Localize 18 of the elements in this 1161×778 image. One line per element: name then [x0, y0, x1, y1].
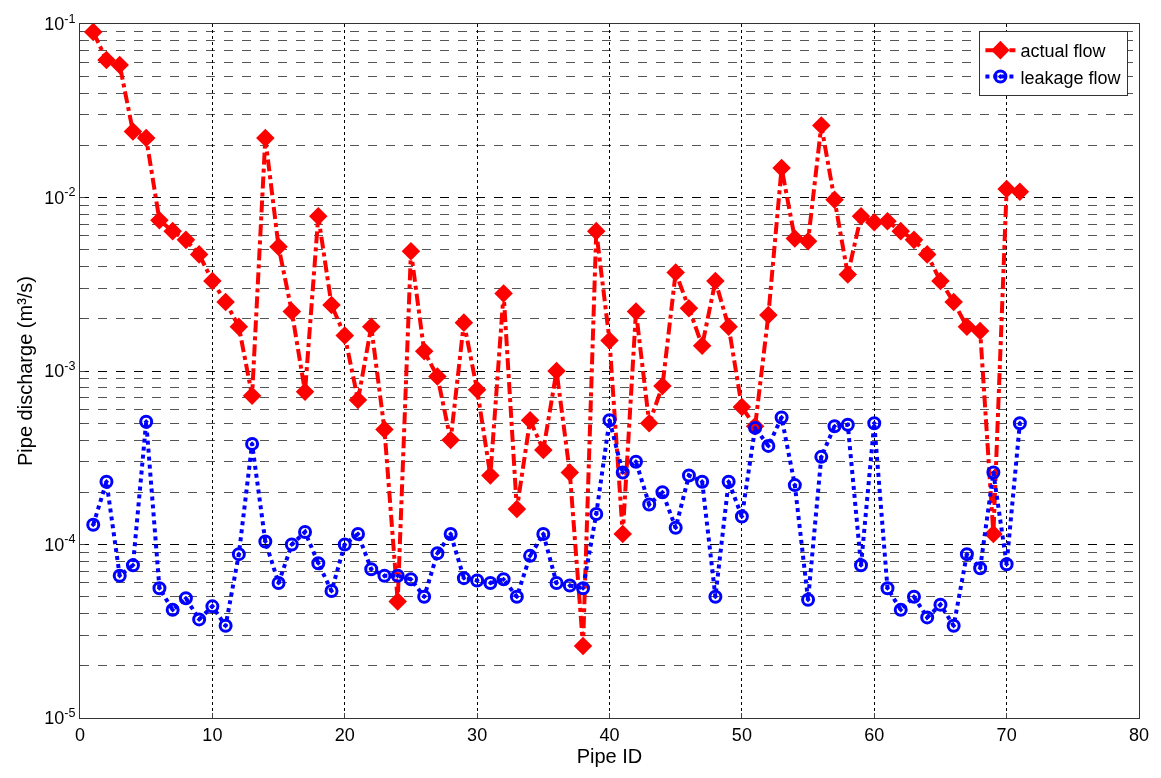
x-tick-label: 30 — [467, 724, 488, 745]
x-axis-title: Pipe ID — [576, 744, 643, 767]
y-tick-label: 10$^{-5}$ — [44, 705, 76, 729]
x-tick-label: 10 — [202, 724, 223, 745]
x-tick-label: 20 — [334, 724, 355, 745]
legend-label: actual flow — [1020, 41, 1107, 62]
x-tick-label: 40 — [599, 724, 620, 745]
y-tick-label: 10$^{-1}$ — [44, 11, 76, 35]
x-tick-label: 0 — [74, 724, 86, 745]
y-axis-title: Pipe discharge (m³/s) — [13, 275, 36, 467]
x-tick-label: 80 — [1128, 724, 1150, 745]
y-tick-label: 10$^{-3}$ — [44, 358, 76, 382]
x-tick-label: 50 — [731, 724, 752, 745]
y-tick-label: 10$^{-4}$ — [44, 532, 76, 555]
x-tick-label: 60 — [864, 724, 885, 745]
y-tick-label: 10$^{-2}$ — [44, 185, 76, 208]
x-tick-label: 70 — [996, 724, 1017, 745]
legend-label: leakage flow — [1020, 67, 1122, 88]
